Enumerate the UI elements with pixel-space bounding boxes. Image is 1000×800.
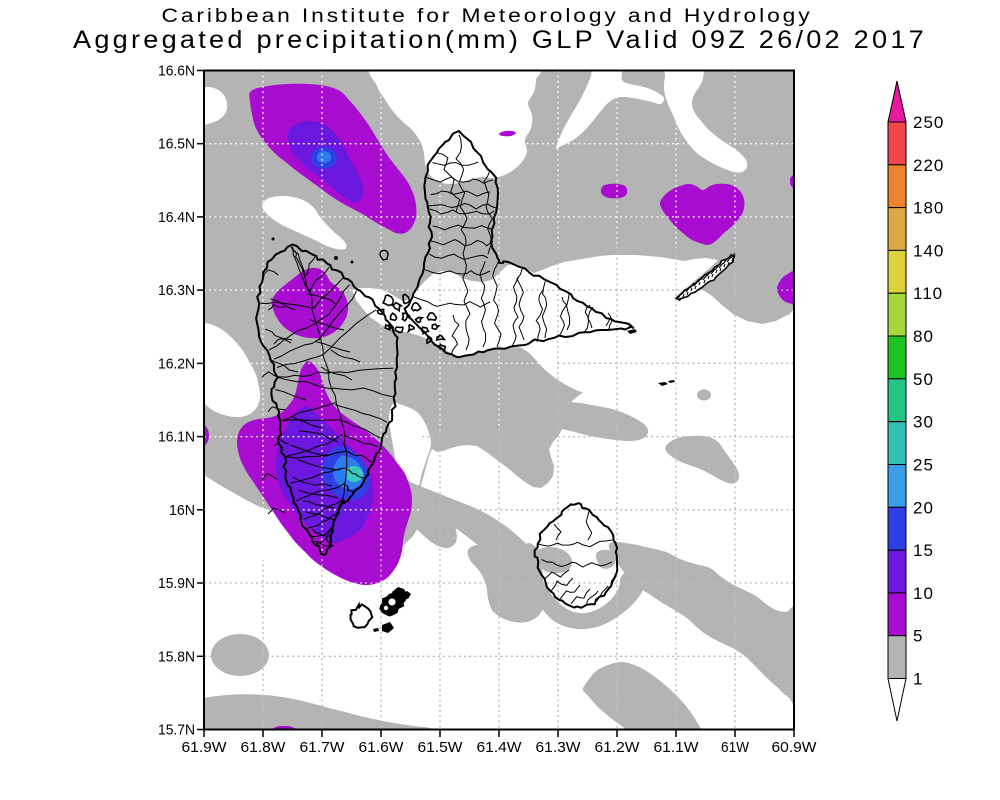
svg-text:Caribbean Institute for Meteor: Caribbean Institute for Meteorology and … [162,6,813,27]
svg-text:25: 25 [913,456,934,475]
svg-text:15: 15 [913,541,934,560]
svg-text:10: 10 [913,584,934,603]
svg-text:180: 180 [913,199,944,218]
svg-text:220: 220 [913,156,944,175]
svg-text:1: 1 [913,670,923,689]
svg-text:15.8N: 15.8N [158,648,195,665]
svg-text:61.6W: 61.6W [359,739,405,756]
svg-text:15.7N: 15.7N [158,722,195,739]
svg-text:15.9N: 15.9N [158,575,195,592]
svg-text:16.1N: 16.1N [158,429,195,446]
svg-text:61.3W: 61.3W [536,739,582,756]
svg-text:61.7W: 61.7W [300,739,346,756]
svg-text:61.4W: 61.4W [477,739,523,756]
svg-text:60.9W: 60.9W [772,739,818,756]
svg-text:250: 250 [913,113,944,132]
svg-text:16.6N: 16.6N [158,63,195,80]
svg-text:5: 5 [913,627,923,646]
svg-text:20: 20 [913,498,934,517]
svg-text:30: 30 [913,413,934,432]
svg-text:61.9W: 61.9W [182,739,228,756]
svg-text:16.5N: 16.5N [158,136,195,153]
svg-text:61.8W: 61.8W [241,739,287,756]
svg-text:Aggregated precipitation(mm) G: Aggregated precipitation(mm) GLP Valid 0… [73,26,927,54]
svg-text:16.2N: 16.2N [158,355,195,372]
svg-text:50: 50 [913,370,934,389]
svg-text:61.5W: 61.5W [418,739,464,756]
svg-text:140: 140 [913,241,944,260]
svg-text:110: 110 [913,284,943,303]
svg-text:16N: 16N [169,502,195,519]
svg-text:61.2W: 61.2W [595,739,641,756]
svg-text:61.1W: 61.1W [654,739,700,756]
svg-text:61W: 61W [721,739,750,756]
svg-text:16.4N: 16.4N [158,209,195,226]
svg-text:80: 80 [913,327,934,346]
svg-text:16.3N: 16.3N [158,282,195,299]
